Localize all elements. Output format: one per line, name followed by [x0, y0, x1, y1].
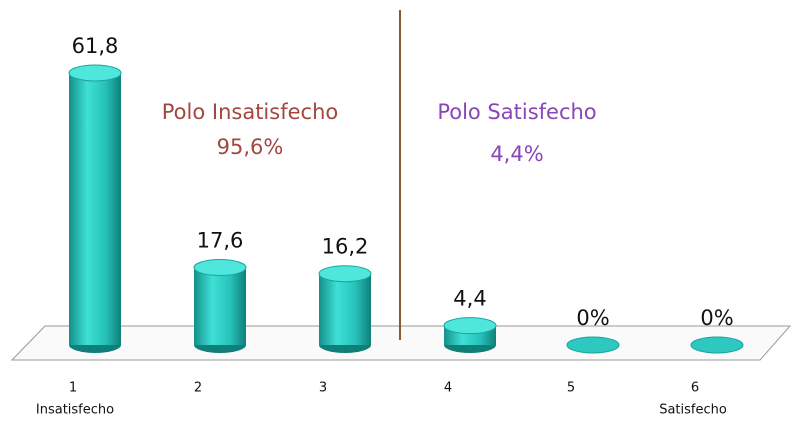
annotation-value: 4,4% [490, 142, 543, 166]
x-tick-label: 2 [194, 381, 202, 396]
value-label: 61,8 [72, 34, 119, 58]
bar-top [68, 64, 122, 82]
x-tick-label: 3 [319, 381, 327, 396]
bar-top [193, 259, 247, 277]
bar-top [566, 336, 620, 354]
pole-label: Satisfecho [659, 403, 727, 418]
value-label: 0% [700, 306, 733, 330]
bar-top [690, 336, 744, 354]
bar-top [443, 317, 497, 335]
x-tick-label: 1 [69, 381, 77, 396]
x-tick-label: 6 [691, 381, 699, 396]
annotation: Polo Insatisfecho [162, 100, 338, 124]
value-label: 4,4 [453, 287, 486, 311]
annotation-value: 95,6% [217, 135, 284, 159]
value-label: 16,2 [322, 235, 369, 259]
x-tick-label: 4 [444, 381, 452, 396]
bar [194, 267, 246, 345]
bar [69, 73, 121, 345]
value-label: 0% [576, 306, 609, 330]
value-label: 17,6 [197, 229, 244, 253]
pole-label: Insatisfecho [36, 403, 114, 418]
x-tick-label: 5 [567, 381, 575, 396]
bar-top [318, 265, 372, 283]
annotation: Polo Satisfecho [437, 100, 596, 124]
bar [319, 273, 371, 345]
